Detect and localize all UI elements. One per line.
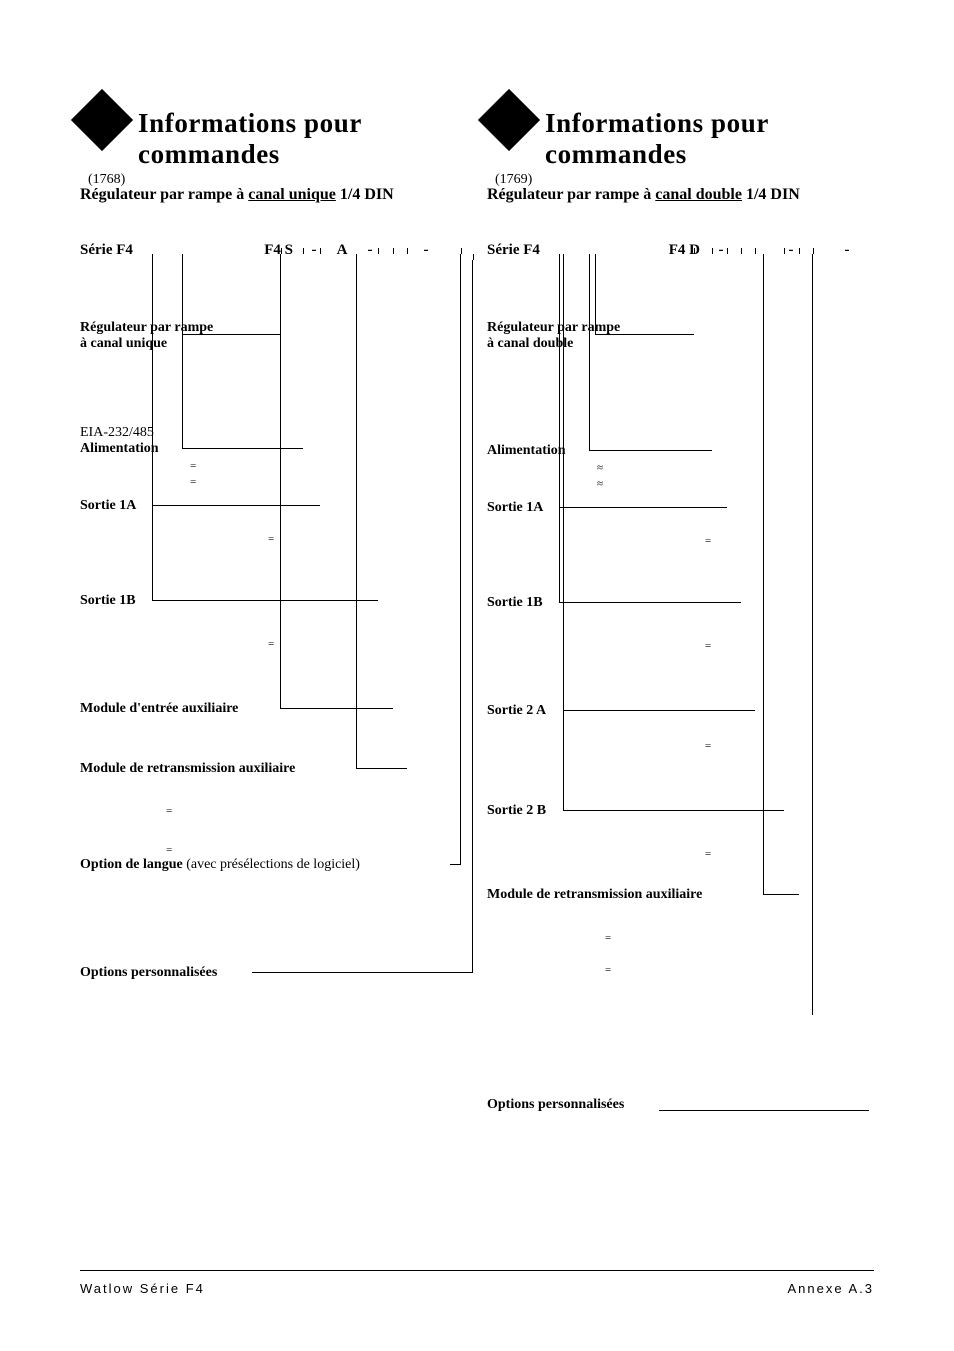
left-drop-modretrans [356,254,407,769]
left-label-lang-s: (avec présélections de logiciel) [183,857,360,872]
rs11: - [840,242,854,259]
left-eq-6: = [166,844,172,856]
right-label-s2b: Sortie 2 B [487,803,546,819]
columns: Informations pour commandes (1768) Régul… [0,0,954,1132]
right-subtitle-post: 1/4 DIN [742,186,800,203]
left-series-label: Série F4 [80,242,133,259]
left-drop-lang-h [450,864,460,865]
left-eq-4: = [268,638,274,650]
right-label-modretrans: Module de retransmission auxiliaire [487,887,702,903]
right-heading-text: Informations pour commandes [525,90,874,170]
right-label-alim: Alimentation [487,443,566,459]
left-heading-text: Informations pour commandes [118,90,467,170]
page: Informations pour commandes (1768) Régul… [0,0,954,1351]
left-label-lang: Option de langue (avec présélections de … [80,857,360,873]
left-label-lang-b: Option de langue [80,857,183,872]
left-label-eia: EIA-232/485 [80,425,154,441]
req8: = [605,964,611,976]
left-selector-area: Série F4 F4 S - A - - [80,242,467,1052]
left-subtitle-ul: canal unique [248,186,336,203]
left-heading: Informations pour commandes [80,90,467,170]
right-label-s1a: Sortie 1A [487,500,543,516]
left-model-slot-8: - [419,242,433,259]
left-subtitle-post: 1/4 DIN [336,186,394,203]
footer-right: Annexe A.3 [788,1281,875,1296]
right-subtitle-ul: canal double [655,186,742,203]
left-drop-custom-h [252,972,472,973]
right-heading: Informations pour commandes [487,90,874,170]
left-subtitle-pre: Régulateur par rampe à [80,186,248,203]
footer-rule [80,1270,874,1271]
left-subtitle: Régulateur par rampe à canal unique 1/4 … [80,186,467,204]
left-label-s1b: Sortie 1B [80,593,136,609]
left-label-alim: Alimentation [80,441,159,457]
right-drop-modretrans [763,254,799,895]
left-drop-custom-v [472,260,473,973]
right-series-label: Série F4 [487,242,540,259]
req6: = [705,848,711,860]
right-drop-s2b [563,254,784,811]
right-subtitle: Régulateur par rampe à canal double 1/4 … [487,186,874,204]
left-drop-lang-v [460,254,461,865]
right-drop-custom-v [812,254,813,1015]
left-label-custom: Options personnalisées [80,965,217,981]
left-label-modretrans: Module de retransmission auxiliaire [80,761,295,777]
right-column: Informations pour commandes (1769) Régul… [487,90,874,1132]
left-label-s1a: Sortie 1A [80,498,136,514]
left-column: Informations pour commandes (1768) Régul… [80,90,467,1132]
right-label-custom: Options personnalisées [487,1097,624,1113]
left-label-modin: Module d'entrée auxiliaire [80,701,238,717]
right-subtitle-pre: Régulateur par rampe à [487,186,655,203]
left-eq-5: = [166,805,172,817]
right-custom-line [659,1110,869,1111]
right-selector-area: Série F4 F4 D - - - [487,242,874,1132]
right-label-s2a: Sortie 2 A [487,703,546,719]
req7: = [605,932,611,944]
footer-left: Watlow Série F4 [80,1281,205,1296]
right-label-s1b: Sortie 1B [487,595,543,611]
